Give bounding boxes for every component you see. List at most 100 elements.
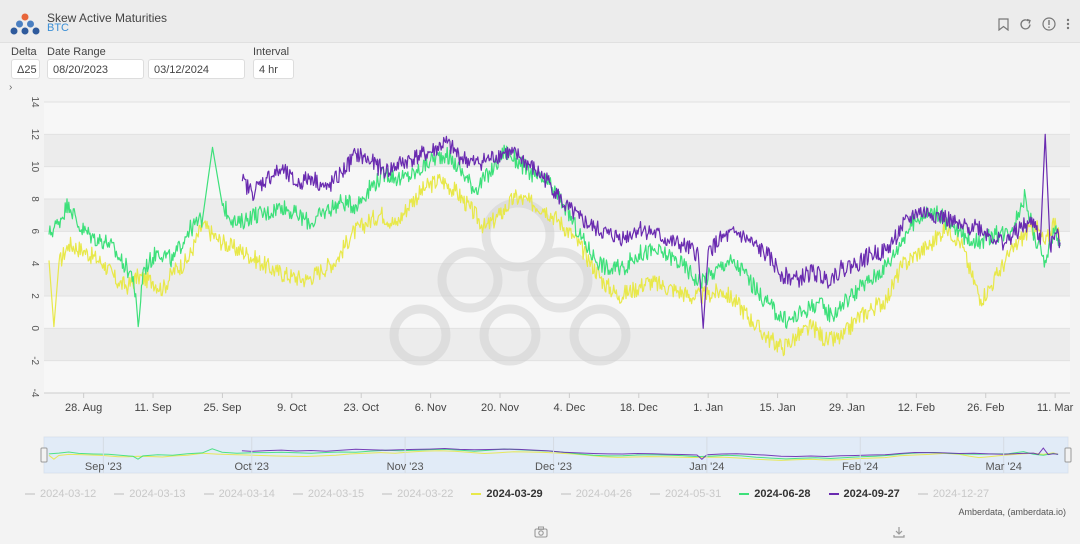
legend-swatch [25, 493, 35, 495]
series-line-2024-03-29 [48, 173, 1061, 357]
legend-item[interactable]: 2024-09-27 [828, 488, 900, 500]
y-tick-label: 12 [29, 129, 40, 141]
legend-item[interactable]: 2024-05-31 [649, 488, 722, 500]
x-tick-label: 4. Dec [553, 402, 585, 414]
panel-title: Skew Active Maturities [47, 11, 168, 25]
navigator-handle[interactable] [1064, 447, 1072, 463]
series-group [48, 133, 1061, 357]
legend-swatch [114, 493, 125, 495]
delta-select[interactable]: Δ25 [11, 59, 40, 79]
legend-item[interactable]: 2024-03-15 [292, 488, 365, 500]
legend-label: 2024-06-28 [754, 488, 811, 500]
x-tick-label: 1. Jan [693, 402, 723, 414]
x-tick-label: 9. Oct [277, 402, 306, 414]
series-line-2024-06-28 [48, 144, 1061, 329]
y-tick-label: 8 [29, 196, 40, 202]
date-range-label: Date Range [47, 46, 106, 58]
navigator-tick-label: Sep '23 [85, 461, 122, 473]
x-tick-label: 25. Sep [203, 402, 241, 414]
navigator-line-2024-03-29 [48, 450, 1059, 461]
header-icons [998, 17, 1070, 34]
legend-item[interactable]: 2024-03-22 [382, 488, 453, 500]
navigator-tick-label: Jan '24 [689, 461, 724, 473]
legend-swatch [471, 493, 482, 495]
navigator-line-2024-09-27 [241, 447, 1059, 460]
plot-band [44, 134, 1070, 167]
x-tick-label: 18. Dec [620, 402, 658, 414]
download-icon[interactable] [893, 526, 905, 541]
chart-credit: Amberdata, (amberdata.io) [958, 507, 1066, 517]
y-tick-label: 2 [29, 293, 40, 299]
x-tick-label: 20. Nov [481, 402, 519, 414]
plot-band [44, 199, 1070, 232]
legend-swatch [828, 493, 839, 495]
legend-item[interactable]: 2024-12-27 [917, 488, 990, 500]
x-tick-label: 12. Feb [898, 402, 935, 414]
navigator-tick-label: Oct '23 [235, 461, 270, 473]
y-tick-label: -4 [29, 389, 40, 398]
x-tick-label: 6. Nov [415, 402, 447, 414]
watermark-ring [569, 304, 631, 366]
navigator-tick-label: Feb '24 [842, 461, 878, 473]
legend-item[interactable]: 2024-03-29 [471, 488, 543, 500]
date-start-input[interactable]: 08/20/2023 [47, 59, 144, 79]
amberdata-watermark-icon [389, 198, 631, 366]
legend-label: 2024-03-22 [397, 488, 454, 500]
y-tick-label: -2 [29, 356, 40, 365]
watermark-ring [479, 304, 541, 366]
refresh-icon[interactable] [1019, 18, 1032, 34]
x-tick-label: 28. Aug [65, 402, 102, 414]
plot-band [44, 328, 1070, 361]
watermark-ring [527, 247, 593, 313]
date-end-input[interactable]: 03/12/2024 [148, 59, 245, 79]
y-tick-label: 14 [29, 96, 40, 108]
navigator-tick-label: Mar '24 [986, 461, 1022, 473]
legend-label: 2024-03-29 [486, 488, 543, 500]
watermark-ring [389, 304, 451, 366]
info-icon[interactable] [1042, 17, 1056, 34]
expand-chevron-icon[interactable]: › [9, 82, 13, 93]
legend-item[interactable]: 2024-03-13 [114, 488, 186, 500]
legend-item[interactable]: 2024-03-14 [203, 488, 275, 500]
x-tick-label: 26. Feb [967, 402, 1004, 414]
interval-select[interactable]: 4 hr [253, 59, 294, 79]
legend-label: 2024-03-12 [40, 488, 97, 500]
asset-subtitle: BTC [47, 22, 69, 34]
navigator-tick-label: Dec '23 [535, 461, 572, 473]
amberdata-logo-icon [10, 13, 40, 35]
bookmark-icon[interactable] [998, 17, 1009, 34]
chart-legend: 2024-03-12 2024-03-13 2024-03-14 2024-03-15… [25, 488, 1007, 500]
legend-label: 2024-12-27 [932, 488, 990, 500]
panel-header: Skew Active Maturities BTC [0, 0, 1080, 43]
legend-swatch [382, 493, 393, 495]
legend-item[interactable]: 2024-03-12 [25, 488, 96, 500]
x-tick-label: 15. Jan [760, 402, 796, 414]
series-line-2024-09-27 [241, 133, 1061, 329]
legend-swatch [203, 493, 214, 495]
legend-swatch [917, 493, 928, 495]
watermark-ring [437, 247, 503, 313]
legend-label: 2024-04-26 [575, 488, 632, 500]
legend-label: 2024-03-13 [129, 488, 186, 500]
legend-label: 2024-03-14 [218, 488, 275, 500]
y-tick-label: 6 [29, 229, 40, 235]
legend-label: 2024-03-15 [307, 488, 365, 500]
legend-swatch [649, 493, 660, 495]
x-tick-label: 23. Oct [343, 402, 378, 414]
legend-label: 2024-05-31 [664, 488, 722, 500]
legend-item[interactable]: 2024-04-26 [560, 488, 632, 500]
legend-item[interactable]: 2024-06-28 [739, 488, 811, 500]
interval-label: Interval [253, 46, 290, 58]
legend-swatch [560, 493, 571, 495]
camera-icon[interactable] [534, 526, 548, 541]
y-tick-label: 0 [29, 326, 40, 332]
x-tick-label: 11. Mar [1037, 402, 1074, 414]
navigator-tick-label: Nov '23 [387, 461, 424, 473]
navigator-handle[interactable] [40, 447, 48, 463]
y-tick-label: 4 [29, 261, 40, 267]
legend-swatch [292, 493, 303, 495]
legend-swatch [739, 493, 750, 495]
more-vert-icon[interactable] [1066, 18, 1070, 33]
x-tick-label: 29. Jan [829, 402, 865, 414]
